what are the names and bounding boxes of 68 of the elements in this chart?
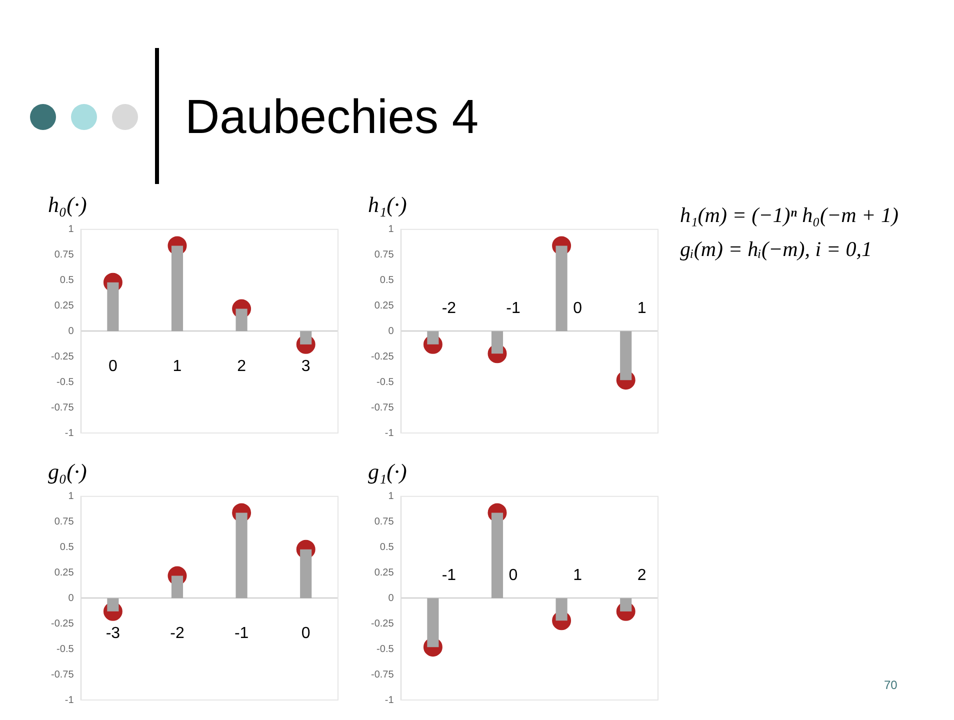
x-tick-label: -3: [106, 625, 120, 642]
text: gᵢ(m) = hᵢ(−m), i = 0,1: [680, 236, 874, 263]
x-tick-label: -2: [170, 625, 184, 642]
x-tick-label: 2: [637, 567, 646, 584]
bar: [300, 331, 312, 344]
y-tick-label: 0.5: [60, 275, 74, 286]
y-tick-label: 1: [388, 224, 394, 236]
y-tick-label: 0: [388, 592, 394, 604]
y-tick-label: 1: [68, 224, 74, 236]
y-tick-label: -0.75: [50, 669, 74, 680]
y-tick-label: -1: [64, 694, 74, 706]
y-tick-label: -1: [64, 428, 74, 439]
y-tick-label: 0: [68, 326, 74, 337]
chart-title: h₁(·): [368, 192, 407, 217]
y-tick-label: -0.5: [56, 644, 74, 655]
y-tick-label: -0.5: [376, 644, 394, 655]
y-tick-label: -0.25: [50, 618, 74, 630]
y-tick-label: 0.75: [374, 516, 394, 528]
y-tick-label: -1: [384, 694, 394, 706]
bar: [236, 512, 248, 598]
x-tick-label: 1: [573, 567, 582, 584]
y-tick-label: 0: [388, 326, 394, 337]
y-tick-label: 0: [68, 592, 74, 604]
x-tick-label: 1: [172, 358, 182, 376]
y-tick-label: -0.5: [376, 376, 394, 388]
x-tick-label: -1: [442, 567, 456, 584]
y-tick-label: -0.75: [370, 669, 394, 680]
x-tick-label: 0: [508, 567, 518, 584]
x-tick-label: 2: [237, 358, 246, 376]
chart-title: g₀(·): [48, 458, 87, 484]
y-tick-label: 1: [388, 491, 394, 502]
y-tick-label: -0.25: [370, 618, 394, 630]
y-tick-label: 0.25: [54, 568, 74, 578]
bar: [171, 246, 184, 332]
bar: [236, 308, 248, 332]
y-tick-label: 0.25: [54, 300, 74, 312]
y-tick-label: 0.75: [54, 250, 74, 261]
y-tick-label: -0.25: [50, 351, 74, 362]
chart-title: h₀(·): [48, 192, 87, 217]
x-tick-label: 0: [573, 300, 582, 318]
y-tick-label: 0.25: [374, 300, 394, 312]
bar: [107, 598, 119, 612]
y-tick-label: 0.25: [374, 568, 394, 578]
y-tick-label: -1: [384, 428, 394, 439]
x-tick-label: -2: [442, 300, 456, 318]
y-tick-label: -0.75: [370, 402, 394, 414]
bar: [171, 576, 184, 598]
x-tick-label: 1: [637, 300, 646, 318]
y-tick-label: 1: [68, 491, 74, 502]
bar: [300, 549, 312, 598]
text: h₁(m) = (−1)ⁿ h₀(−m + 1): [680, 202, 898, 229]
x-tick-label: -1: [506, 300, 520, 318]
x-tick-label: 0: [301, 625, 310, 642]
y-tick-label: 0.75: [54, 516, 74, 528]
y-tick-label: 0.5: [60, 542, 74, 554]
x-tick-label: -1: [234, 625, 249, 642]
y-tick-label: -0.25: [370, 351, 394, 362]
y-tick-label: 0.75: [374, 250, 394, 261]
y-tick-label: 0.5: [380, 542, 394, 554]
text: 70: [884, 678, 898, 692]
y-tick-label: -0.75: [50, 402, 74, 414]
text: Daubechies 4: [185, 90, 479, 145]
x-tick-label: 3: [301, 358, 310, 376]
y-tick-label: -0.5: [56, 376, 74, 388]
bar: [107, 282, 119, 332]
chart-title: g₁(·): [368, 458, 407, 484]
x-tick-label: 0: [108, 358, 118, 376]
y-tick-label: 0.5: [380, 275, 394, 286]
